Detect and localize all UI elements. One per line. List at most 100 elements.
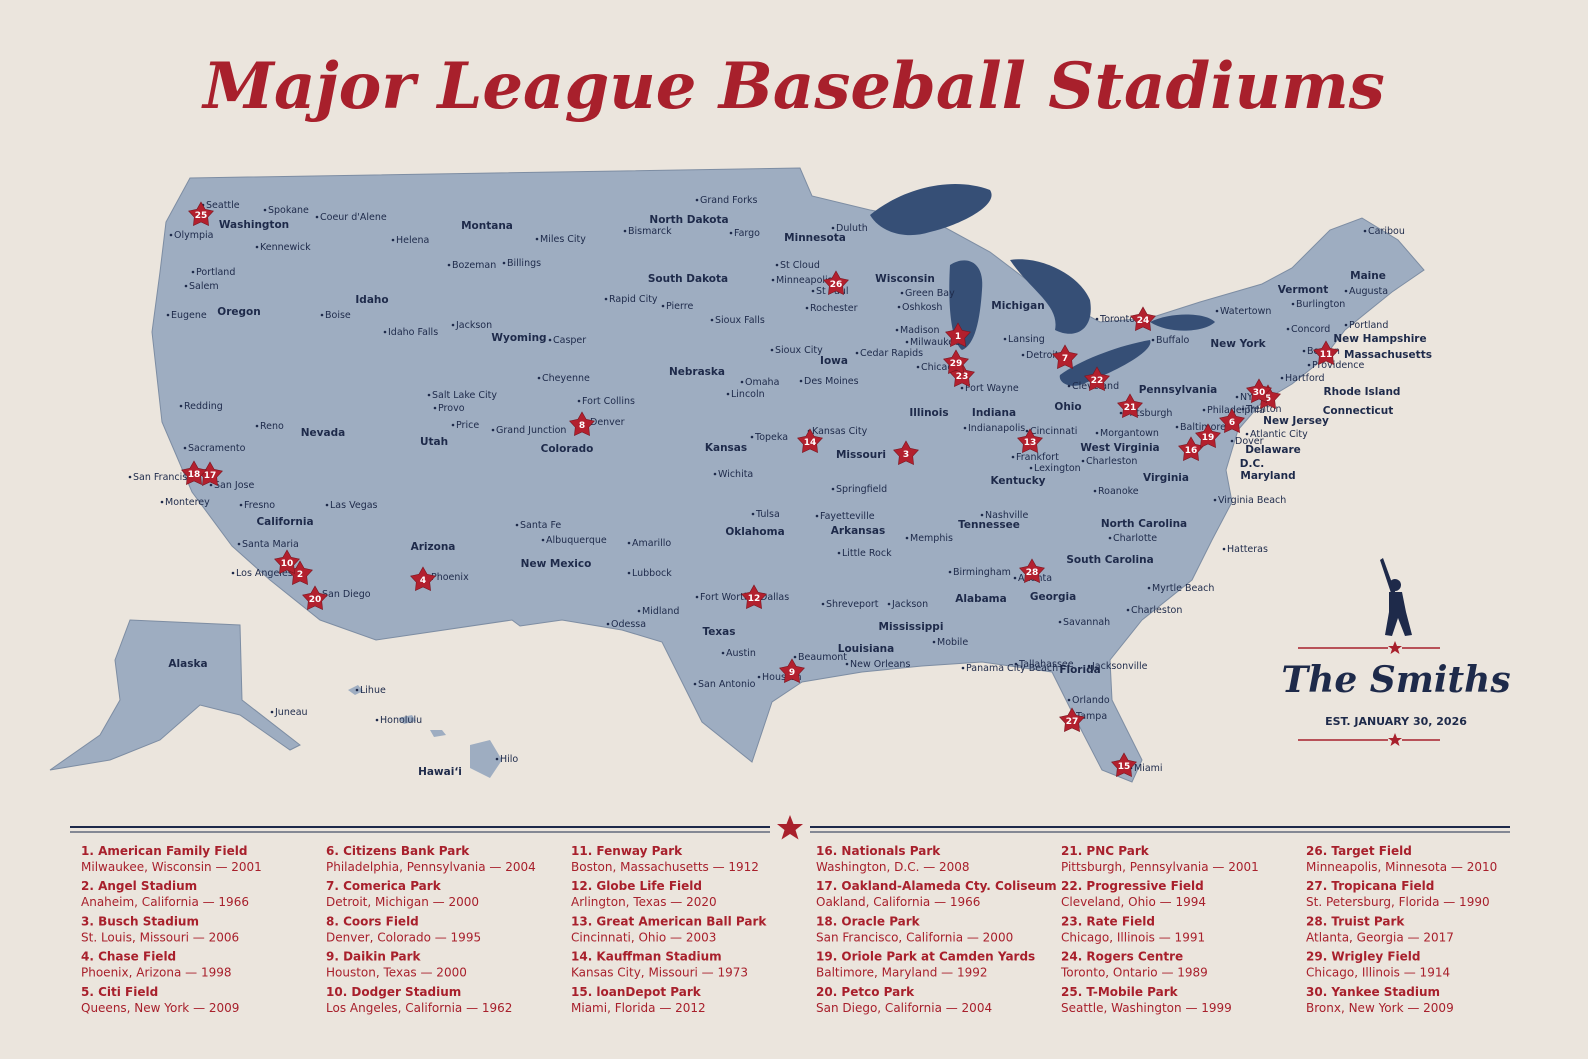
legend-stadium-name: 8. Coors Field: [326, 914, 419, 928]
city-dot: [166, 313, 170, 317]
state-label: Massachusetts: [1344, 349, 1432, 361]
city-label: Coeur d'Alene: [320, 212, 387, 223]
city-dot: [900, 291, 904, 295]
state-label: New York: [1210, 338, 1266, 350]
city-label: Las Vegas: [330, 500, 378, 511]
legend-stadium-name: 27. Tropicana Field: [1306, 879, 1434, 893]
city-dot: [183, 446, 187, 450]
state-label: Michigan: [991, 300, 1044, 312]
city-label: Frankfort: [1016, 452, 1059, 463]
city-label: Charlotte: [1113, 533, 1157, 544]
city-dot: [1230, 439, 1234, 443]
legend-stadium-name: 24. Rogers Centre: [1061, 950, 1183, 964]
city-label: Bozeman: [452, 260, 496, 271]
city-label: Roanoke: [1098, 486, 1139, 497]
city-label: Panama City Beach: [966, 663, 1058, 674]
city-dot: [627, 571, 631, 575]
city-dot: [239, 503, 243, 507]
stadium-markers: 1234567891011121314151617181920212223242…: [181, 201, 1339, 777]
city-label: Springfield: [836, 484, 887, 495]
state-label: Kentucky: [990, 475, 1045, 487]
city-label: Baltimore: [1180, 422, 1226, 433]
city-label: Kansas City: [812, 426, 868, 437]
city-dot: [961, 666, 965, 670]
city-label: Providence: [1312, 360, 1364, 371]
city-label: Milwaukee: [910, 337, 960, 348]
stadium-star: [181, 460, 207, 485]
city-dot: [451, 323, 455, 327]
stadium-number: 15: [1118, 762, 1131, 772]
city-dot: [1175, 425, 1179, 429]
city-label: Morgantown: [1100, 428, 1159, 439]
state-label: Connecticut: [1323, 405, 1394, 417]
stadium-number: 20: [309, 595, 322, 605]
city-label: Lexington: [1034, 463, 1081, 474]
city-dot: [1307, 363, 1311, 367]
legend-stadium-name: 9. Daikin Park: [326, 950, 422, 964]
legend-stadium-name: 2. Angel Stadium: [81, 879, 197, 893]
legend: 1. American Family Field Milwaukee, Wisco…: [81, 844, 1497, 1015]
legend-stadium-location: Miami, Florida — 2012: [571, 1001, 706, 1015]
stadium-star: [1019, 558, 1045, 583]
city-label: Redding: [184, 401, 223, 412]
state-label: Nevada: [301, 427, 345, 439]
city-dot: [255, 424, 259, 428]
stadium-number: 4: [420, 576, 426, 586]
stadium-star: [188, 201, 214, 226]
legend-stadium-location: Anaheim, California — 1966: [81, 895, 249, 909]
legend-stadium-location: Cleveland, Ohio — 1994: [1061, 895, 1206, 909]
city-dot: [427, 393, 431, 397]
city-dot: [1029, 466, 1033, 470]
stadium-number: 1: [955, 332, 961, 342]
stadium-star: [1313, 340, 1339, 365]
city-dot: [750, 435, 754, 439]
city-label: Santa Fe: [520, 520, 561, 531]
city-dot: [535, 237, 539, 241]
stadium-number: 16: [1185, 446, 1198, 456]
legend-stadium-location: Los Angeles, California — 1962: [326, 1001, 512, 1015]
city-dot: [1014, 662, 1018, 666]
city-label: Salem: [189, 281, 219, 292]
stadium-star: [893, 440, 919, 465]
city-dot: [1011, 455, 1015, 459]
stadium-star: [1117, 393, 1143, 418]
legend-stadium-name: 19. Oriole Park at Camden Yards: [816, 950, 1035, 964]
city-dot: [1058, 620, 1062, 624]
city-dot: [1363, 229, 1367, 233]
stadium-number: 8: [579, 421, 585, 431]
city-label: Fayetteville: [820, 511, 875, 522]
legend-stadium-location: Cincinnati, Ohio — 2003: [571, 930, 716, 944]
city-dot: [128, 475, 132, 479]
map: [49, 167, 1425, 783]
city-label: San Diego: [322, 589, 371, 600]
city-dot: [627, 541, 631, 545]
stadium-number: 30: [1253, 388, 1266, 398]
city-label: Houston: [762, 672, 801, 683]
city-label: Miles City: [540, 234, 586, 245]
city-dot: [721, 651, 725, 655]
legend-stadium-name: 14. Kauffman Stadium: [571, 950, 722, 964]
legend-stadium-name: 26. Target Field: [1306, 844, 1412, 858]
family-name: The Smiths: [1281, 659, 1510, 701]
city-label: Birmingham: [953, 567, 1011, 578]
city-dot: [263, 208, 267, 212]
legend-stadium-location: Milwaukee, Wisconsin — 2001: [81, 860, 262, 874]
city-label: Minneapolis: [776, 275, 833, 286]
city-label: Des Moines: [804, 376, 859, 387]
city-dot: [451, 423, 455, 427]
legend-stadium-name: 28. Truist Park: [1306, 914, 1405, 928]
legend-stadium-location: Chicago, Illinois — 1914: [1306, 966, 1450, 980]
city-label: Helena: [396, 235, 429, 246]
city-label: Sioux City: [775, 345, 823, 356]
city-dot: [726, 392, 730, 396]
city-dot: [948, 570, 952, 574]
city-dot: [980, 513, 984, 517]
city-label: Hilo: [500, 754, 518, 765]
city-label: Green Bay: [905, 288, 955, 299]
stadium-number: 22: [1091, 376, 1104, 386]
city-dot: [375, 718, 379, 722]
city-dot: [355, 688, 359, 692]
city-label: Los Angeles: [236, 568, 293, 579]
city-dot: [713, 472, 717, 476]
city-label: Myrtle Beach: [1152, 583, 1214, 594]
